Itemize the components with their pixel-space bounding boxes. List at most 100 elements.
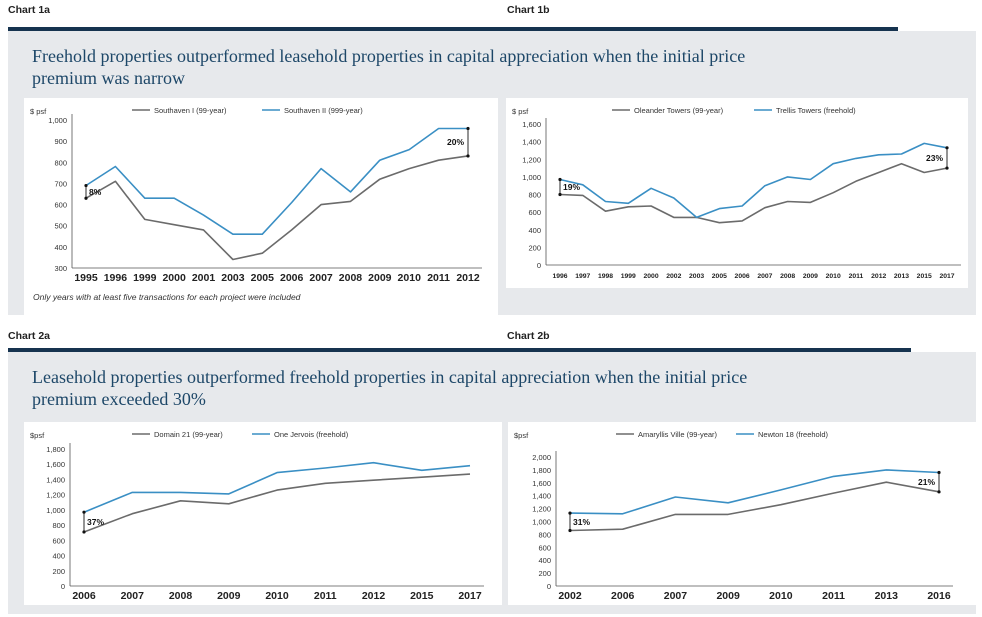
y-tick-label-1b: 0: [537, 261, 541, 270]
y-tick-label-2b: 200: [538, 569, 551, 578]
chart-1a-plot: $ psf 300 400 500 600 700 800 900 1,000 1995 1996 1…: [24, 98, 498, 318]
x-tick-label-1b: 2006: [735, 273, 750, 280]
series-line-2a-leasehold: [83, 473, 471, 533]
x-tick-label-1a: 1999: [133, 272, 157, 284]
y-tick-label-2a: 1,600: [46, 460, 65, 469]
legend-label-2b: Amaryllis Ville (99-year): [638, 430, 718, 439]
series-line-2b-freehold: [569, 469, 940, 515]
series-line-1a-freehold: [85, 127, 468, 235]
y-axis-label-2b: $psf: [514, 431, 529, 440]
x-tick-label-1a: 2007: [309, 272, 333, 284]
x-tick-label-2a: 2009: [217, 590, 241, 602]
series-line-1b-freehold: [559, 142, 948, 219]
premium-marker-1b: [558, 177, 562, 182]
y-tick-label-2b: 400: [538, 556, 551, 565]
premium-marker-1a: [466, 154, 470, 158]
x-tick-label-1a: 2010: [398, 272, 422, 284]
x-tick-label-1a: 2011: [427, 272, 450, 284]
chart-2a-svg: $psf 0 200 400 600 800 1,000 1,200 1,400 1,600 1,8…: [30, 430, 484, 602]
x-tick-label-1b: 2008: [780, 273, 795, 280]
x-tick-label-2a: 2015: [410, 590, 434, 602]
premium-label-1a: 8%: [89, 187, 102, 197]
premium-label-1a: 20%: [447, 137, 464, 147]
section-2-panel: Leasehold properties outperformed freeho…: [8, 352, 976, 614]
section-1-headline-line1: Freehold properties outperformed leaseho…: [32, 46, 746, 66]
y-tick-label-2b: 1,200: [532, 505, 551, 514]
x-tick-label-2a: 2010: [265, 590, 289, 602]
x-tick-label-2b: 2006: [611, 590, 635, 602]
series-line-2a-freehold: [83, 461, 471, 513]
header-rule-2: [8, 348, 911, 352]
y-tick-label-2a: 1,200: [46, 491, 65, 500]
y-tick-label-2b: 1,000: [532, 518, 551, 527]
x-tick-label-2a: 2011: [314, 590, 337, 602]
chart-1a-label: Chart 1a: [8, 4, 51, 16]
chart-1a-svg: $ psf 300 400 500 600 700 800 900 1,000 1995 1996 1…: [30, 106, 482, 284]
y-tick-label-1a: 300: [54, 264, 67, 273]
y-tick-label-1a: 600: [54, 201, 67, 210]
legend-label-1b: Trellis Towers (freehold): [776, 106, 856, 115]
x-tick-label-1a: 2005: [251, 272, 275, 284]
chart-2b-plot: $psf 0 200 400 600 800 1,000 1,200 1,400 1,600 1,8…: [508, 422, 976, 605]
section-1-headline-line2: premium was narrow: [32, 68, 185, 88]
x-tick-label-2b: 2010: [769, 590, 793, 602]
x-tick-label-1a: 1995: [74, 272, 98, 284]
y-tick-label-1a: 400: [54, 243, 67, 252]
legend-label-1a: Southaven II (999-year): [284, 106, 363, 115]
y-tick-label-1a: 700: [54, 179, 67, 188]
y-tick-label-1a: 900: [54, 137, 67, 146]
premium-marker-2b: [937, 490, 941, 494]
x-tick-label-1a: 2003: [221, 272, 245, 284]
chart-1b-label: Chart 1b: [507, 4, 550, 16]
x-tick-label-2a: 2006: [72, 590, 96, 602]
y-axis-label-1a: $ psf: [30, 107, 47, 116]
x-tick-label-2b: 2016: [927, 590, 951, 602]
y-tick-label-1b: 400: [528, 226, 541, 235]
x-tick-label-1a: 2001: [192, 272, 216, 284]
y-axis-label-2a: $psf: [30, 431, 45, 440]
legend-label-2a: Domain 21 (99-year): [154, 430, 223, 439]
chart-2a-plot: $psf 0 200 400 600 800 1,000 1,200 1,400 1,600 1,8…: [24, 422, 502, 605]
chart-1b-svg: $ psf 0 200 400 600 800 1,000 1,200 1,400 1,600 19…: [512, 106, 961, 280]
x-tick-label-1a: 2012: [456, 272, 480, 284]
x-tick-label-1b: 2000: [643, 273, 658, 280]
y-axis-label-1b: $ psf: [512, 107, 529, 116]
x-tick-label-1a: 2006: [280, 272, 304, 284]
x-tick-label-1a: 2009: [368, 272, 392, 284]
chart-2b-label: Chart 2b: [507, 330, 550, 342]
legend-label-2a: One Jervois (freehold): [274, 430, 349, 439]
x-tick-label-1b: 2007: [757, 273, 772, 280]
premium-marker-2b: [568, 528, 572, 533]
premium-marker-1a: [84, 196, 88, 200]
x-tick-label-1b: 1999: [621, 273, 636, 280]
x-tick-label-2a: 2008: [169, 590, 193, 602]
series-line-1a-leasehold: [85, 155, 469, 261]
legend-label-2b: Newton 18 (freehold): [758, 430, 829, 439]
x-tick-label-1b: 2005: [712, 273, 727, 280]
x-tick-label-2a: 2017: [458, 590, 482, 602]
premium-marker-2a: [82, 530, 86, 534]
x-tick-label-2a: 2012: [362, 590, 386, 602]
y-tick-label-2a: 1,000: [46, 506, 65, 515]
series-line-1b-leasehold: [559, 162, 948, 224]
premium-label-2b: 31%: [573, 517, 590, 527]
x-tick-label-1b: 2015: [917, 273, 932, 280]
y-tick-label-1b: 600: [528, 208, 541, 217]
y-tick-label-1a: 800: [54, 158, 67, 167]
y-tick-label-1b: 1,400: [522, 138, 541, 147]
premium-marker-1b: [945, 146, 949, 150]
y-tick-label-1b: 1,600: [522, 120, 541, 129]
x-tick-label-1b: 1997: [575, 273, 590, 280]
premium-marker-1b: [558, 192, 562, 197]
y-tick-label-2b: 1,400: [532, 492, 551, 501]
x-tick-label-2b: 2007: [664, 590, 688, 602]
x-tick-label-2b: 2009: [716, 590, 740, 602]
x-tick-label-1b: 2009: [803, 273, 818, 280]
y-tick-label-2a: 600: [52, 536, 65, 545]
y-tick-label-2b: 0: [547, 582, 551, 591]
x-tick-label-1b: 2002: [666, 273, 681, 280]
section-1-footnote: Only years with at least five transactio…: [33, 292, 301, 302]
premium-label-2a: 37%: [87, 517, 104, 527]
y-tick-label-2a: 1,800: [46, 445, 65, 454]
x-tick-label-2b: 2011: [822, 590, 845, 602]
